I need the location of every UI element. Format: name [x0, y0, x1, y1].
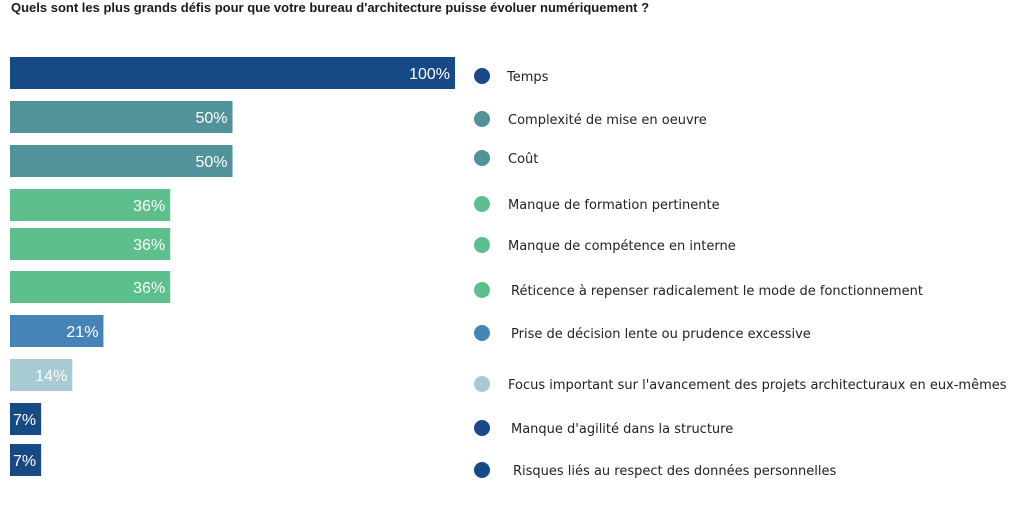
bar-value-label-9: 7%	[13, 412, 36, 429]
legend-label-8: Focus important sur l'avancement des pro…	[508, 378, 1007, 393]
bar-value-label-3: 50%	[195, 154, 227, 171]
legend-swatch-3	[474, 150, 490, 166]
bar-value-label-8: 14%	[35, 368, 67, 385]
bar-value-label-5: 36%	[133, 237, 165, 254]
bar-7	[10, 315, 104, 347]
legend-swatch-1	[474, 68, 490, 84]
legend-label-3: Coût	[508, 152, 538, 167]
bar-value-label-6: 36%	[133, 280, 165, 297]
bar-10	[10, 444, 42, 476]
bar-3	[10, 145, 233, 177]
legend-label-9: Manque d'agilité dans la structure	[511, 422, 733, 437]
legend-label-7: Prise de décision lente ou prudence exce…	[511, 327, 811, 342]
legend-swatch-8	[474, 376, 490, 392]
legend-label-4: Manque de formation pertinente	[508, 198, 720, 213]
legend-swatch-2	[474, 111, 490, 127]
bar-2	[10, 101, 233, 133]
bar-value-label-2: 50%	[195, 110, 227, 127]
legend-swatch-9	[474, 420, 490, 436]
bars-layer: 100% 50% 50% 36% 36% 36% 21% 14% 7% 7%	[10, 57, 455, 476]
bar-value-label-4: 36%	[133, 198, 165, 215]
legend-label-10: Risques liés au respect des données pers…	[513, 464, 836, 479]
bar-8	[10, 359, 73, 391]
legend-label-5: Manque de compétence en interne	[508, 239, 736, 254]
legend-swatch-10	[474, 462, 490, 478]
legend-label-6: Réticence à repenser radicalement le mod…	[511, 284, 923, 299]
bar-1	[10, 57, 455, 89]
bar-4	[10, 189, 171, 221]
bar-value-label-7: 21%	[66, 324, 98, 341]
legend-swatch-4	[474, 196, 490, 212]
legend-label-2: Complexité de mise en oeuvre	[508, 113, 707, 128]
bar-5	[10, 228, 171, 260]
bar-value-label-1: 100%	[409, 66, 450, 83]
legend-swatch-6	[474, 282, 490, 298]
legend-label-1: Temps	[506, 70, 549, 85]
legend: Temps Complexité de mise en oeuvre Coût Man…	[474, 68, 1007, 479]
legend-swatch-5	[474, 237, 490, 253]
chart-title: Quels sont les plus grands défis pour qu…	[11, 0, 650, 15]
bar-6	[10, 271, 171, 303]
bar-value-label-10: 7%	[13, 453, 36, 470]
bar-9	[10, 403, 42, 435]
legend-swatch-7	[474, 325, 490, 341]
